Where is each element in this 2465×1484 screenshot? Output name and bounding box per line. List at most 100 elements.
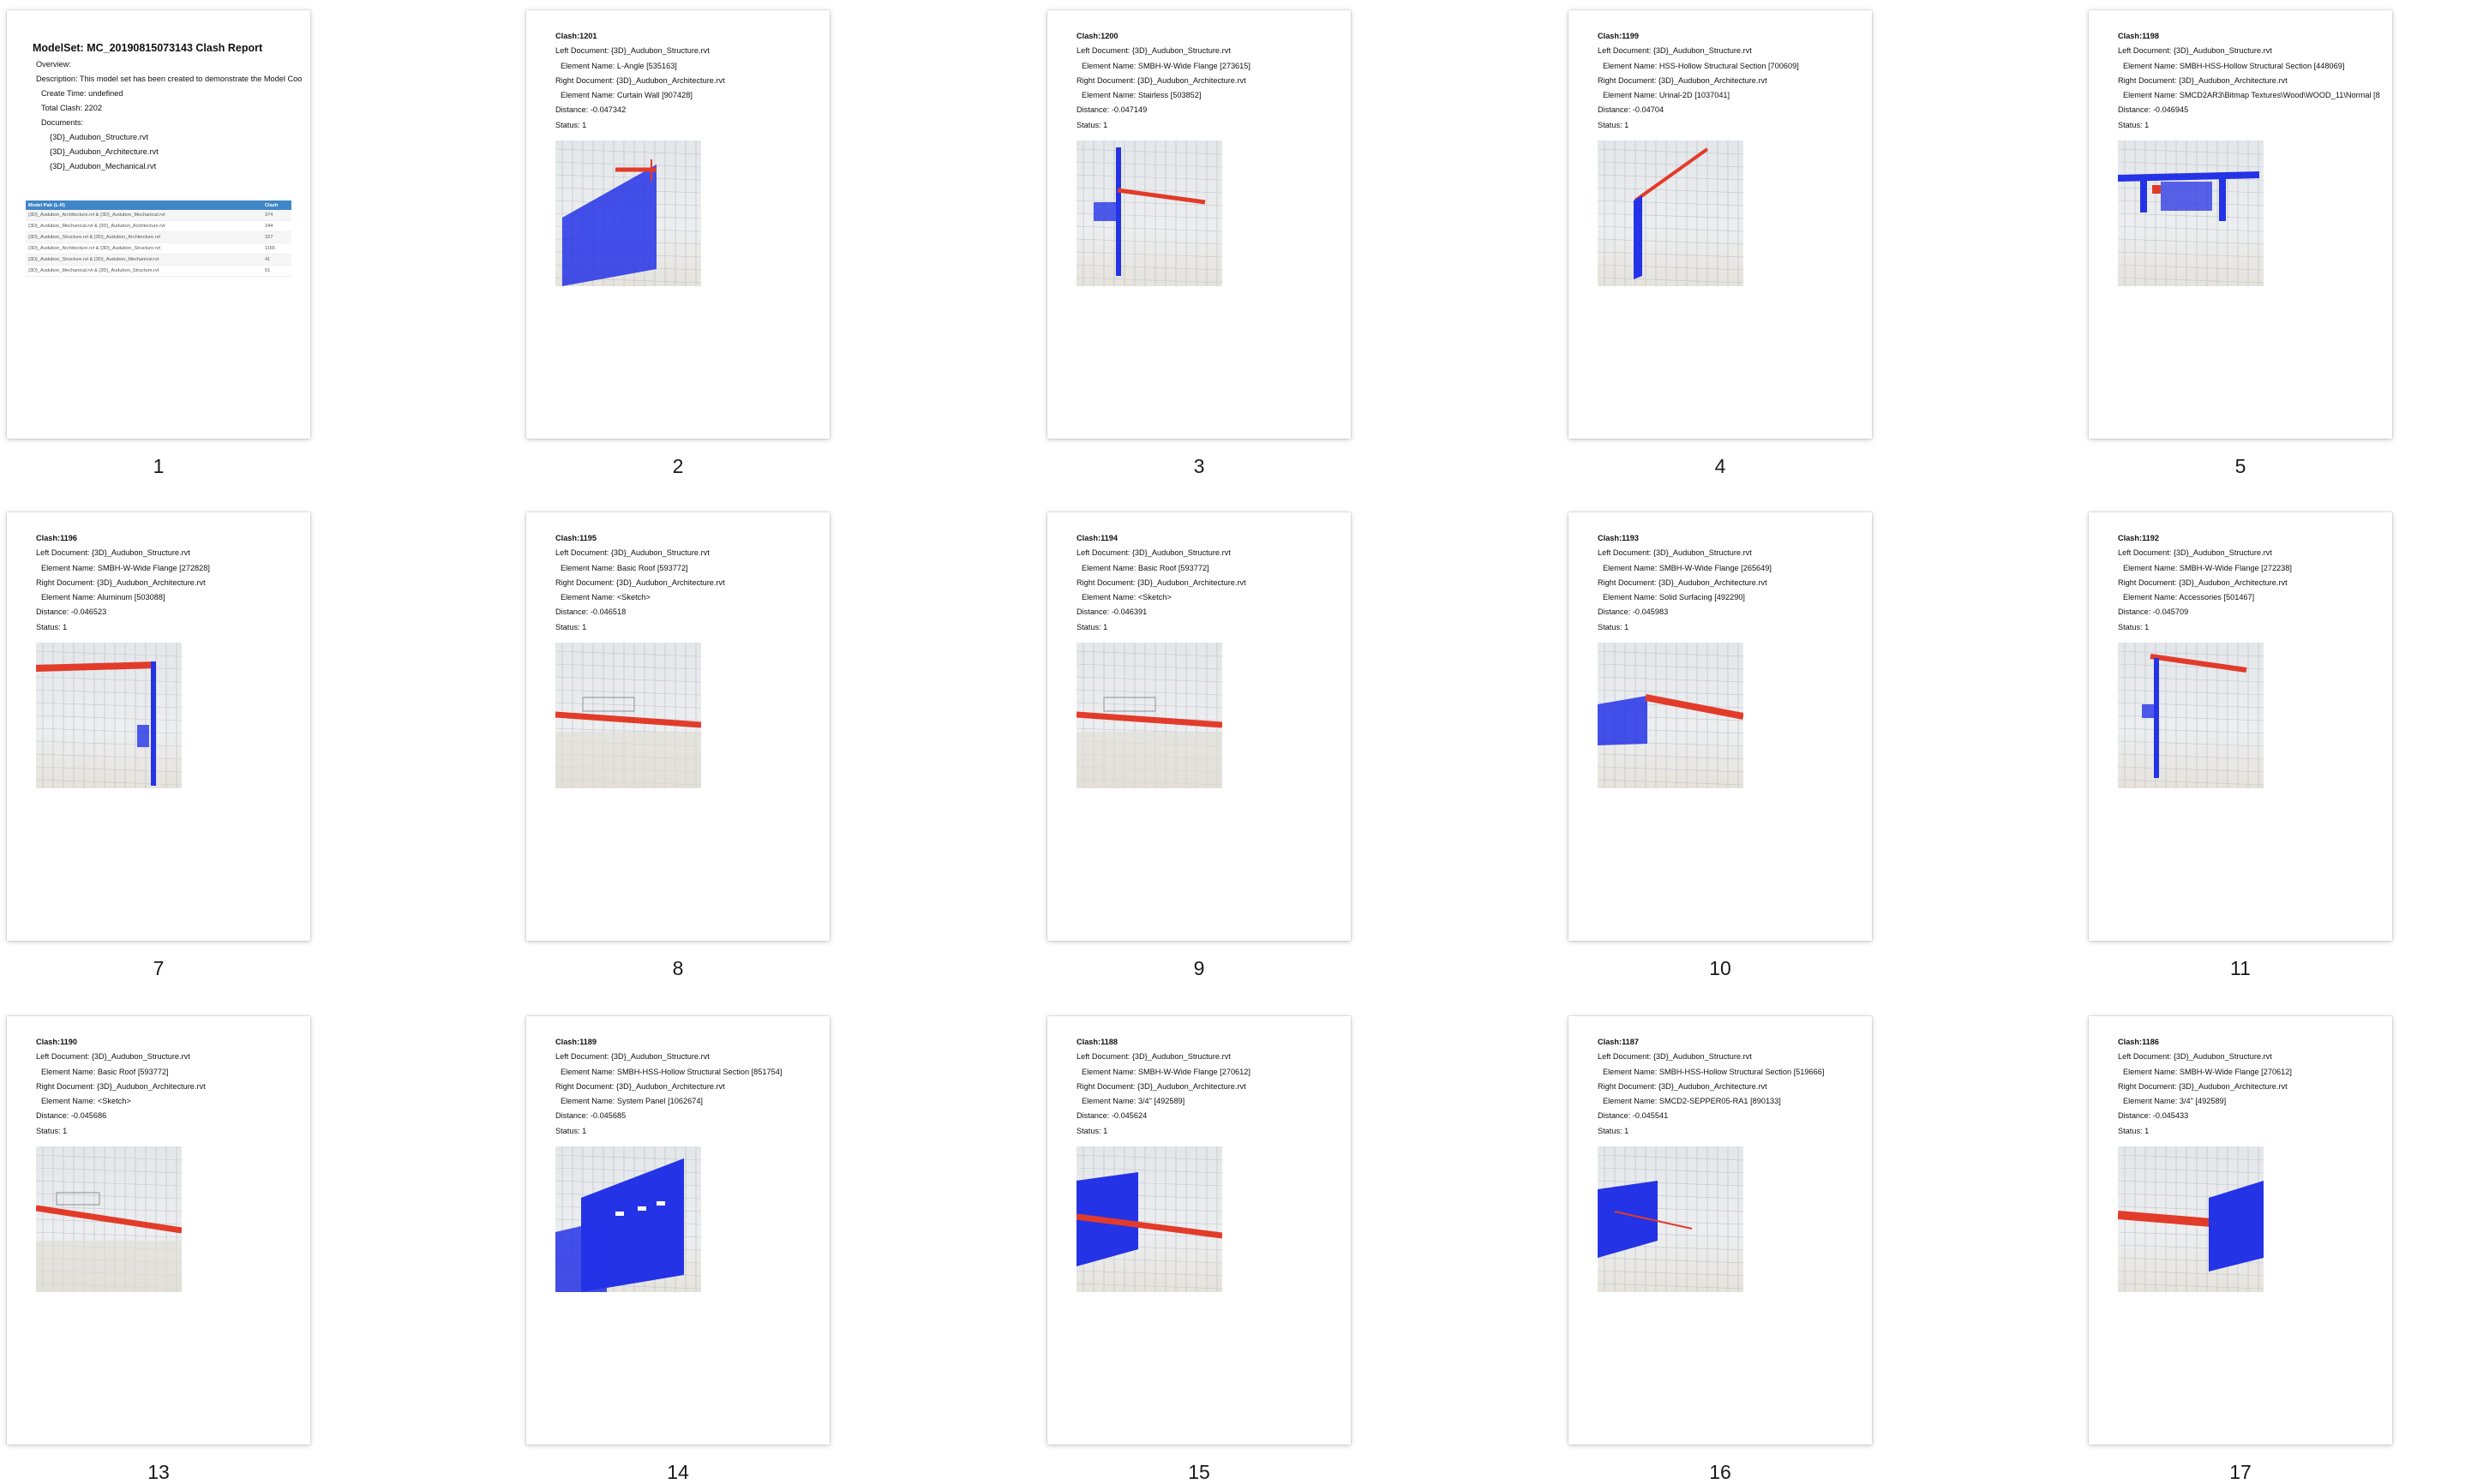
clash-summary-table: Model Pair (L-R) Clash {3D}_Audubon_Archit… [26,200,291,277]
clash-details: Clash:1190 Left Document: {3D}_Audubon_St… [36,1035,206,1139]
clash-detail-line: Status: 1 [555,1126,587,1135]
clash-details: Clash:1196 Left Document: {3D}_Audubon_St… [36,531,210,635]
clash-detail-line: Element Name: SMBH-W-Wide Flange [273615… [1082,61,1250,70]
clash-title: Clash:1195 [555,534,597,542]
page-number: 15 [1188,1461,1210,1483]
clash-title: Clash:1198 [2118,32,2160,40]
clash-detail-line: Element Name: L-Angle [535163] [561,61,677,70]
page-number: 9 [1193,957,1205,979]
page-thumbnail[interactable]: Clash:1186 Left Document: {3D}_Audubon_St… [2089,1016,2392,1445]
clash-detail-line: Status: 1 [555,622,587,631]
page-thumbnail[interactable]: Clash:1199 Left Document: {3D}_Audubon_St… [1568,10,1872,439]
page-number: 16 [1709,1461,1731,1483]
page-thumbnail[interactable]: Clash:1200 Left Document: {3D}_Audubon_St… [1047,10,1351,439]
clash-detail-line: Left Document: {3D}_Audubon_Structure.rv… [555,1052,710,1062]
page-number: 5 [2234,455,2246,477]
clash-view-image [36,643,182,788]
clash-detail-line: Element Name: SMBH-HSS-Hollow Structural… [1603,1067,1825,1076]
page-number: 7 [153,957,165,979]
table-cell: {3D}_Audubon_Structure.rvt & {3D}_Audubo… [26,254,262,266]
clash-detail-line: Status: 1 [1598,622,1629,631]
page-thumbnail[interactable]: Clash:1189 Left Document: {3D}_Audubon_St… [526,1016,830,1445]
clash-view-image [2118,141,2264,286]
clash-detail-line: Element Name: SMBH-HSS-Hollow Structural… [2123,61,2345,70]
clash-detail-line: Left Document: {3D}_Audubon_Structure.rv… [2118,1052,2272,1062]
clash-detail-line: Distance: -0.045686 [36,1111,107,1121]
table-row: {3D}_Audubon_Structure.rvt & {3D}_Audubo… [26,254,291,266]
clash-details: Clash:1199 Left Document: {3D}_Audubon_St… [1598,29,1799,133]
document-item: {3D}_Audubon_Architecture.rvt [50,147,159,156]
clash-details: Clash:1187 Left Document: {3D}_Audubon_St… [1598,1035,1824,1139]
clash-title: Clash:1200 [1077,32,1119,40]
clash-detail-line: Right Document: {3D}_Audubon_Architectur… [1598,75,1767,85]
clash-detail-line: Element Name: SMBH-W-Wide Flange [270612… [2123,1067,2292,1076]
clash-detail-line: Left Document: {3D}_Audubon_Structure.rv… [1598,46,1752,56]
page-number: 14 [667,1461,689,1483]
page-thumbnail[interactable]: Clash:1201 Left Document: {3D}_Audubon_St… [526,10,830,439]
page-thumbnail[interactable]: Clash:1195 Left Document: {3D}_Audubon_St… [526,512,830,941]
cover-line: Create Time: undefined [41,89,123,98]
clash-details: Clash:1192 Left Document: {3D}_Audubon_St… [2118,531,2292,635]
table-cell: {3D}_Audubon_Mechanical.rvt & {3D}_Audub… [26,265,262,277]
clash-detail-line: Element Name: SMBH-W-Wide Flange [272238… [2123,563,2292,572]
page-number: 1 [153,455,165,477]
page-thumbnail[interactable]: Clash:1192 Left Document: {3D}_Audubon_St… [2089,512,2392,941]
clash-detail-line: Right Document: {3D}_Audubon_Architectur… [1598,1081,1767,1091]
clash-title: Clash:1199 [1598,32,1640,40]
clash-detail-line: Distance: -0.045541 [1598,1111,1669,1121]
clash-view-image [555,1146,701,1292]
page-thumbnail[interactable]: Clash:1198 Left Document: {3D}_Audubon_St… [2089,10,2392,439]
clash-detail-line: Left Document: {3D}_Audubon_Structure.rv… [1077,46,1231,56]
clash-detail-line: Status: 1 [1598,120,1629,129]
table-cell: 51 [262,265,291,277]
page-thumbnail[interactable]: Clash:1194 Left Document: {3D}_Audubon_St… [1047,512,1351,941]
clash-view-image [555,141,701,286]
clash-title: Clash:1192 [2118,534,2160,542]
clash-detail-line: Right Document: {3D}_Audubon_Architectur… [36,1081,206,1091]
page-number: 11 [2230,957,2251,979]
clash-detail-line: Distance: -0.045433 [2118,1111,2189,1121]
page-thumbnail[interactable]: Clash:1188 Left Document: {3D}_Audubon_St… [1047,1016,1351,1445]
clash-detail-line: Left Document: {3D}_Audubon_Structure.rv… [36,548,190,558]
page-thumbnail[interactable]: Clash:1190 Left Document: {3D}_Audubon_St… [7,1016,310,1445]
page-thumbnail[interactable]: Clash:1193 Left Document: {3D}_Audubon_St… [1568,512,1872,941]
table-row: {3D}_Audubon_Mechanical.rvt & {3D}_Audub… [26,220,291,232]
clash-detail-line: Right Document: {3D}_Audubon_Architectur… [2118,75,2288,85]
page-number: 3 [1193,455,1205,477]
clash-detail-line: Element Name: <Sketch> [41,1097,131,1106]
clash-detail-line: Distance: -0.047149 [1077,105,1148,115]
clash-detail-line: Status: 1 [2118,1126,2150,1135]
clash-detail-line: Left Document: {3D}_Audubon_Structure.rv… [1598,1052,1752,1062]
clash-detail-line: Element Name: Accessories [501467] [2123,593,2255,602]
clash-detail-line: Distance: -0.045983 [1598,607,1669,617]
cover-line: Documents: [41,118,84,127]
table-header: Model Pair (L-R) [26,200,262,210]
clash-detail-line: Distance: -0.046523 [36,607,107,617]
page-thumbnail[interactable]: Clash:1196 Left Document: {3D}_Audubon_St… [7,512,310,941]
document-item: {3D}_Audubon_Mechanical.rvt [50,162,157,171]
clash-detail-line: Element Name: SMBH-W-Wide Flange [272828… [41,563,210,572]
page-thumbnail[interactable]: ModelSet: MC_20190815073143 Clash Report… [7,10,310,439]
clash-detail-line: Right Document: {3D}_Audubon_Architectur… [555,1081,725,1091]
clash-view-image [555,643,701,788]
cover-line: Total Clash: 2202 [41,104,102,112]
clash-detail-line: Element Name: System Panel [1062674] [561,1097,703,1106]
clash-detail-line: Element Name: SMBH-W-Wide Flange [270612… [1082,1067,1250,1076]
table-row: {3D}_Audubon_Architecture.rvt & {3D}_Aud… [26,242,291,254]
page-number: 4 [1714,455,1726,477]
cover-line: Description: This model set has been cre… [36,75,303,83]
clash-detail-line: Right Document: {3D}_Audubon_Architectur… [1077,1081,1246,1091]
clash-details: Clash:1193 Left Document: {3D}_Audubon_St… [1598,531,1772,635]
clash-title: Clash:1201 [555,32,597,40]
clash-detail-line: Distance: -0.046518 [555,607,627,617]
table-cell: {3D}_Audubon_Mechanical.rvt & {3D}_Audub… [26,220,262,232]
table-row: {3D}_Audubon_Architecture.rvt & {3D}_Aud… [26,210,291,221]
table-cell: {3D}_Audubon_Architecture.rvt & {3D}_Aud… [26,210,262,221]
clash-detail-line: Element Name: <Sketch> [1082,593,1172,602]
clash-detail-line: Element Name: Basic Roof [593772] [41,1067,169,1076]
page-thumbnail[interactable]: Clash:1187 Left Document: {3D}_Audubon_St… [1568,1016,1872,1445]
clash-detail-line: Right Document: {3D}_Audubon_Architectur… [555,577,725,587]
table-cell: 327 [262,231,291,243]
clash-detail-line: Distance: -0.045624 [1077,1111,1148,1121]
cover-line: ModelSet: MC_20190815073143 Clash Report [33,42,263,54]
